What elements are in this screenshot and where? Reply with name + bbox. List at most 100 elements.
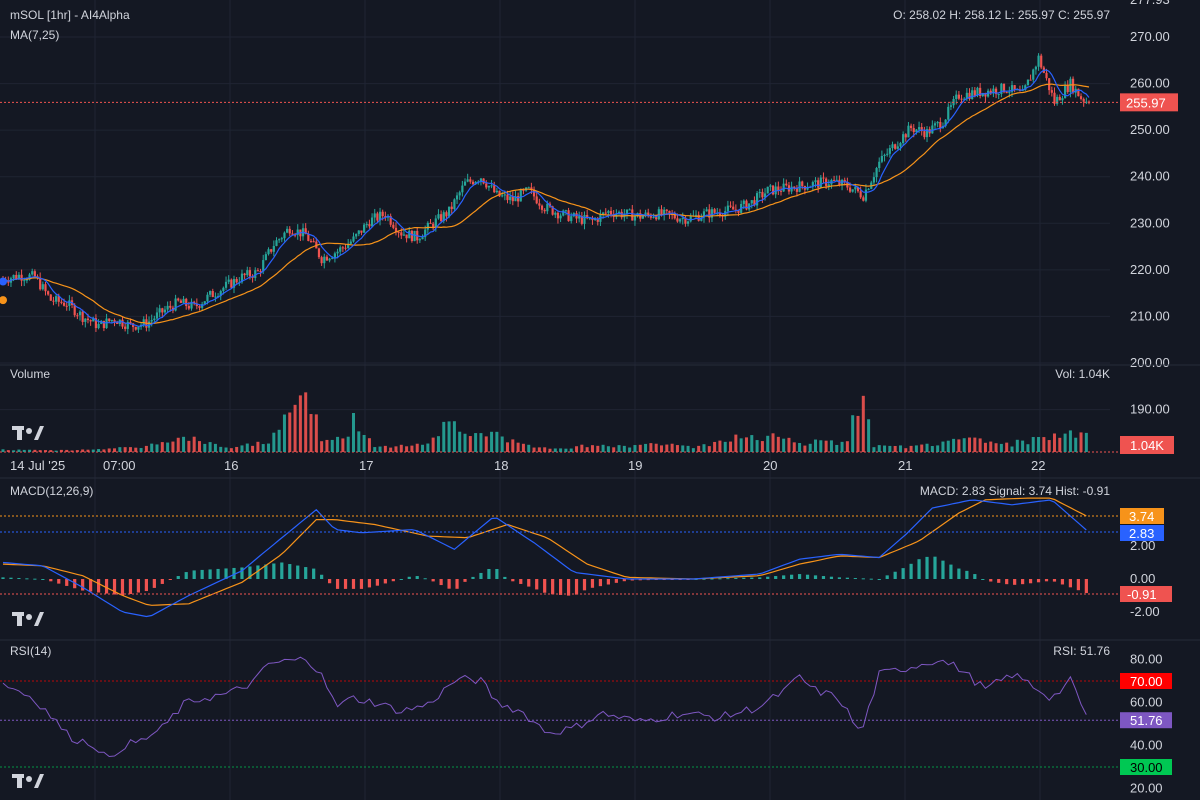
volume-tag [1120,436,1174,454]
candle-body [875,168,878,178]
candle-body [280,238,283,240]
candle-body [992,88,995,94]
rsi-value-tag-label: 51.76 [1130,713,1163,728]
candle-body [817,180,820,188]
volume-bar [596,445,600,452]
volume-bar [6,450,10,452]
candle-body [596,218,599,222]
candle-body [678,219,682,222]
candle-body [155,312,159,319]
candle-body [174,298,177,311]
time-axis-tick-label: 20 [763,458,777,473]
candle-body [793,186,796,189]
volume-bar [229,448,233,452]
macd-signal-line [2,497,1087,606]
candle-body [177,298,180,301]
volume-bar [139,448,143,452]
macd-tag [1120,525,1164,541]
volume-bar [495,431,499,452]
candle-body [17,274,21,280]
macd-histogram-bar [144,579,148,592]
volume-bar [537,447,541,452]
volume-bar [49,450,53,452]
candle-body [936,121,939,124]
candle-body [331,257,334,259]
candle-body [663,209,666,216]
volume-bar [452,421,456,452]
candle-body [270,249,273,252]
volume-bar [272,432,276,452]
volume-bar [373,447,377,452]
volume-bar [341,438,345,452]
volume-bar [670,443,674,452]
candle-body [203,301,206,305]
macd-histogram-bar [423,578,427,580]
macd-histogram-bar [152,579,156,588]
time-axis-tick-label: 17 [359,458,373,473]
candle-body [944,119,947,127]
macd-histogram-bar [559,579,563,595]
macd-histogram-bar [216,568,220,579]
candle-body [708,209,711,218]
volume-bar [235,446,239,452]
candle-body [102,320,105,329]
candle-body [134,326,137,330]
volume-bar [590,445,594,452]
candle-body [546,203,549,212]
candle-body [378,211,382,221]
candle-body [904,134,907,138]
price-axis-tick-label: 240.00 [1130,169,1170,184]
price-axis-tick-label: 190.00 [1130,402,1170,417]
macd-histogram-bar [1068,579,1073,588]
candle-body [535,196,538,204]
macd-histogram-bar [256,565,260,579]
rsi-30-tag [1120,759,1172,775]
volume-bar [585,447,589,452]
candle-body [758,191,761,194]
volume-bar [532,447,536,452]
volume-bar [824,440,828,452]
candle-body [554,212,557,215]
candle-body [187,306,190,309]
volume-bar [665,444,669,452]
volume-bar [256,441,260,452]
macd-histogram-bar [232,567,236,579]
time-axis-tick-label: 18 [494,458,508,473]
candle-body [49,294,52,301]
candle-body [644,212,647,217]
candle-body [105,318,108,329]
candle-body [742,200,745,204]
macd-histogram-bar [1044,579,1049,582]
macd-histogram-bar [367,579,372,588]
macd-histogram-bar [837,577,842,579]
candle-body [333,253,337,258]
macd-histogram-bar [821,576,826,579]
volume-bar [81,449,85,452]
candle-body [347,243,350,249]
macd-histogram-bar [89,579,93,592]
volume-bar [367,438,371,452]
volume-bar [1084,432,1088,452]
candle-body [851,189,854,192]
rsi-axis-tick-label: 20.00 [1130,781,1163,796]
rsi-axis-tick-label: 80.00 [1130,652,1163,667]
volume-bar [792,442,796,452]
candle-body [55,296,58,302]
candle-body [1071,78,1075,93]
candle-body [973,90,976,96]
candle-body [931,125,934,134]
volume-bar [559,448,563,452]
macd-histogram-bar [535,579,539,590]
volume-bar [936,445,940,452]
hist-tag [1120,586,1172,602]
macd-histogram-bar [224,568,228,579]
volume-bar [500,436,504,452]
volume-bar [861,395,865,452]
candle-body [400,232,403,236]
volume-bar [798,443,802,452]
volume-bar [654,443,658,452]
volume-bar [336,436,340,452]
candle-body [880,155,883,162]
volume-bar [845,441,849,452]
